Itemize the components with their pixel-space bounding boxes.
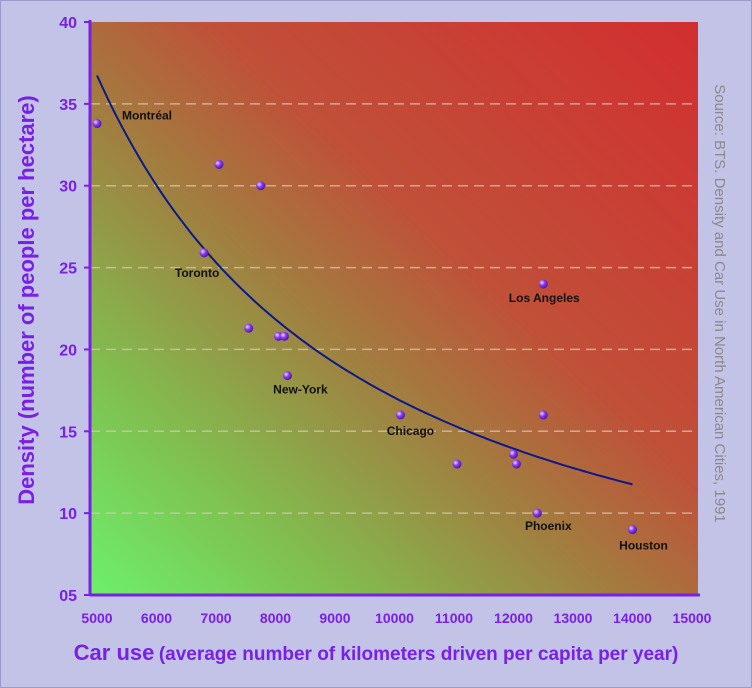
x-axis-title-sub: (average number of kilometers driven per… xyxy=(158,644,679,665)
x-tick-label: 7000 xyxy=(200,610,231,626)
x-tick-label: 15000 xyxy=(673,610,712,626)
y-axis-title: Density (number of people per hectare) xyxy=(14,95,39,505)
x-tick-label: 12000 xyxy=(494,610,533,626)
x-tick-label: 10000 xyxy=(375,610,414,626)
data-point xyxy=(511,459,521,469)
data-point xyxy=(214,159,224,169)
y-tick-label: 40 xyxy=(59,15,77,32)
data-point xyxy=(452,459,462,469)
data-point xyxy=(395,410,405,420)
x-tick-label: 9000 xyxy=(319,610,350,626)
point-label: Phoenix xyxy=(525,519,572,533)
data-point xyxy=(628,525,637,535)
data-point xyxy=(279,331,289,341)
data-point xyxy=(538,410,548,420)
tick-labels: 05 10 15 20 25 30 35 40 5000 6000 7000 8000 9000 1000… xyxy=(59,15,711,626)
x-axis-title: Car use (average number of kilometers dr… xyxy=(0,640,752,666)
x-axis-title-main: Car use xyxy=(73,640,155,665)
data-point xyxy=(532,508,542,518)
data-point xyxy=(538,279,548,289)
x-tick-label: 6000 xyxy=(141,610,172,626)
y-tick-label: 30 xyxy=(59,179,77,196)
y-tick-label: 15 xyxy=(59,424,77,441)
y-tick-label: 35 xyxy=(59,97,77,114)
y-tick-label: 10 xyxy=(59,506,77,523)
point-label: Chicago xyxy=(387,424,434,438)
x-tick-label: 11000 xyxy=(435,610,473,626)
x-tick-label: 13000 xyxy=(554,610,593,626)
data-point xyxy=(244,323,254,333)
point-labels: Montréal Toronto New-York Chicago Los Angele… xyxy=(122,109,668,553)
data-point xyxy=(199,248,209,258)
plot-area-background xyxy=(90,22,698,595)
axes xyxy=(88,20,700,597)
y-axis-title-wrap: Density (number of people per hectare) xyxy=(12,10,42,590)
point-label: Los Angeles xyxy=(509,291,580,305)
point-label: Toronto xyxy=(175,266,219,280)
x-tick-label: 8000 xyxy=(260,610,291,626)
data-point xyxy=(282,371,292,381)
source-note: Source: BTS. Density and Car Use in Nort… xyxy=(710,83,728,523)
y-tick-label: 20 xyxy=(59,342,77,359)
data-point xyxy=(509,449,518,459)
x-tick-label: 14000 xyxy=(613,610,652,626)
y-tick-label: 05 xyxy=(59,588,77,605)
data-point xyxy=(256,181,266,191)
point-label: New-York xyxy=(273,383,328,397)
data-points xyxy=(92,119,637,535)
source-note-wrap: Source: BTS. Density and Car Use in Nort… xyxy=(704,14,734,592)
point-label: Houston xyxy=(619,539,668,553)
x-tick-label: 5000 xyxy=(81,610,112,626)
data-point xyxy=(92,119,102,129)
y-tick-label: 25 xyxy=(59,261,77,278)
grid-lines xyxy=(90,103,698,514)
point-label: Montréal xyxy=(122,109,172,123)
trend-line xyxy=(96,75,633,486)
